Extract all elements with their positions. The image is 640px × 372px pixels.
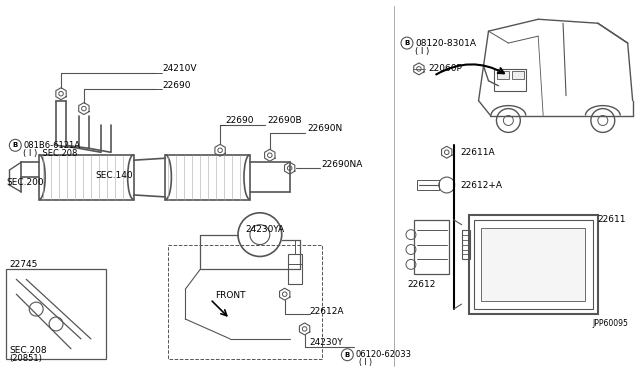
Bar <box>165 155 250 200</box>
Text: FRONT: FRONT <box>215 291 246 300</box>
Text: 22690: 22690 <box>163 81 191 90</box>
Text: 24210V: 24210V <box>163 64 197 73</box>
Bar <box>497 71 509 79</box>
Bar <box>513 71 524 79</box>
Text: JPP60095: JPP60095 <box>593 320 628 328</box>
Text: SEC.208: SEC.208 <box>10 346 47 355</box>
Text: ( I ): ( I ) <box>415 46 429 55</box>
Bar <box>474 220 593 309</box>
Bar <box>417 180 439 190</box>
Text: 06120-62033: 06120-62033 <box>355 350 412 359</box>
Text: 24230YA: 24230YA <box>245 225 284 234</box>
Text: SEC.200: SEC.200 <box>6 177 44 186</box>
Bar <box>414 220 449 274</box>
Bar <box>461 230 470 259</box>
Text: 22611: 22611 <box>598 215 627 224</box>
Text: ( I ): ( I ) <box>359 358 372 367</box>
Text: B: B <box>13 142 18 148</box>
Text: ( I )  SEC.208: ( I ) SEC.208 <box>23 149 77 158</box>
Text: 22612+A: 22612+A <box>461 180 502 189</box>
Text: 22612A: 22612A <box>310 307 344 315</box>
Bar <box>288 254 301 284</box>
Text: 22611A: 22611A <box>461 148 495 157</box>
Text: 22690: 22690 <box>225 116 253 125</box>
Text: 22690N: 22690N <box>308 124 343 133</box>
Bar <box>495 69 526 91</box>
Bar <box>481 228 585 301</box>
Bar <box>468 215 598 314</box>
Text: 22745: 22745 <box>10 260 38 269</box>
Bar <box>6 269 106 359</box>
Text: 22612: 22612 <box>407 280 435 289</box>
Text: 24230Y: 24230Y <box>310 338 343 347</box>
Text: B: B <box>404 40 410 46</box>
Text: SEC.140: SEC.140 <box>96 171 134 180</box>
Text: 22690NA: 22690NA <box>321 160 363 169</box>
Text: (20851): (20851) <box>10 354 42 363</box>
Text: 08120-8301A: 08120-8301A <box>415 39 476 48</box>
Text: B: B <box>345 352 350 358</box>
Text: 081B6-6121A: 081B6-6121A <box>23 141 80 150</box>
Bar <box>39 155 134 200</box>
Text: 22690B: 22690B <box>268 116 303 125</box>
Bar <box>168 244 323 359</box>
Text: 22060P: 22060P <box>429 64 463 73</box>
